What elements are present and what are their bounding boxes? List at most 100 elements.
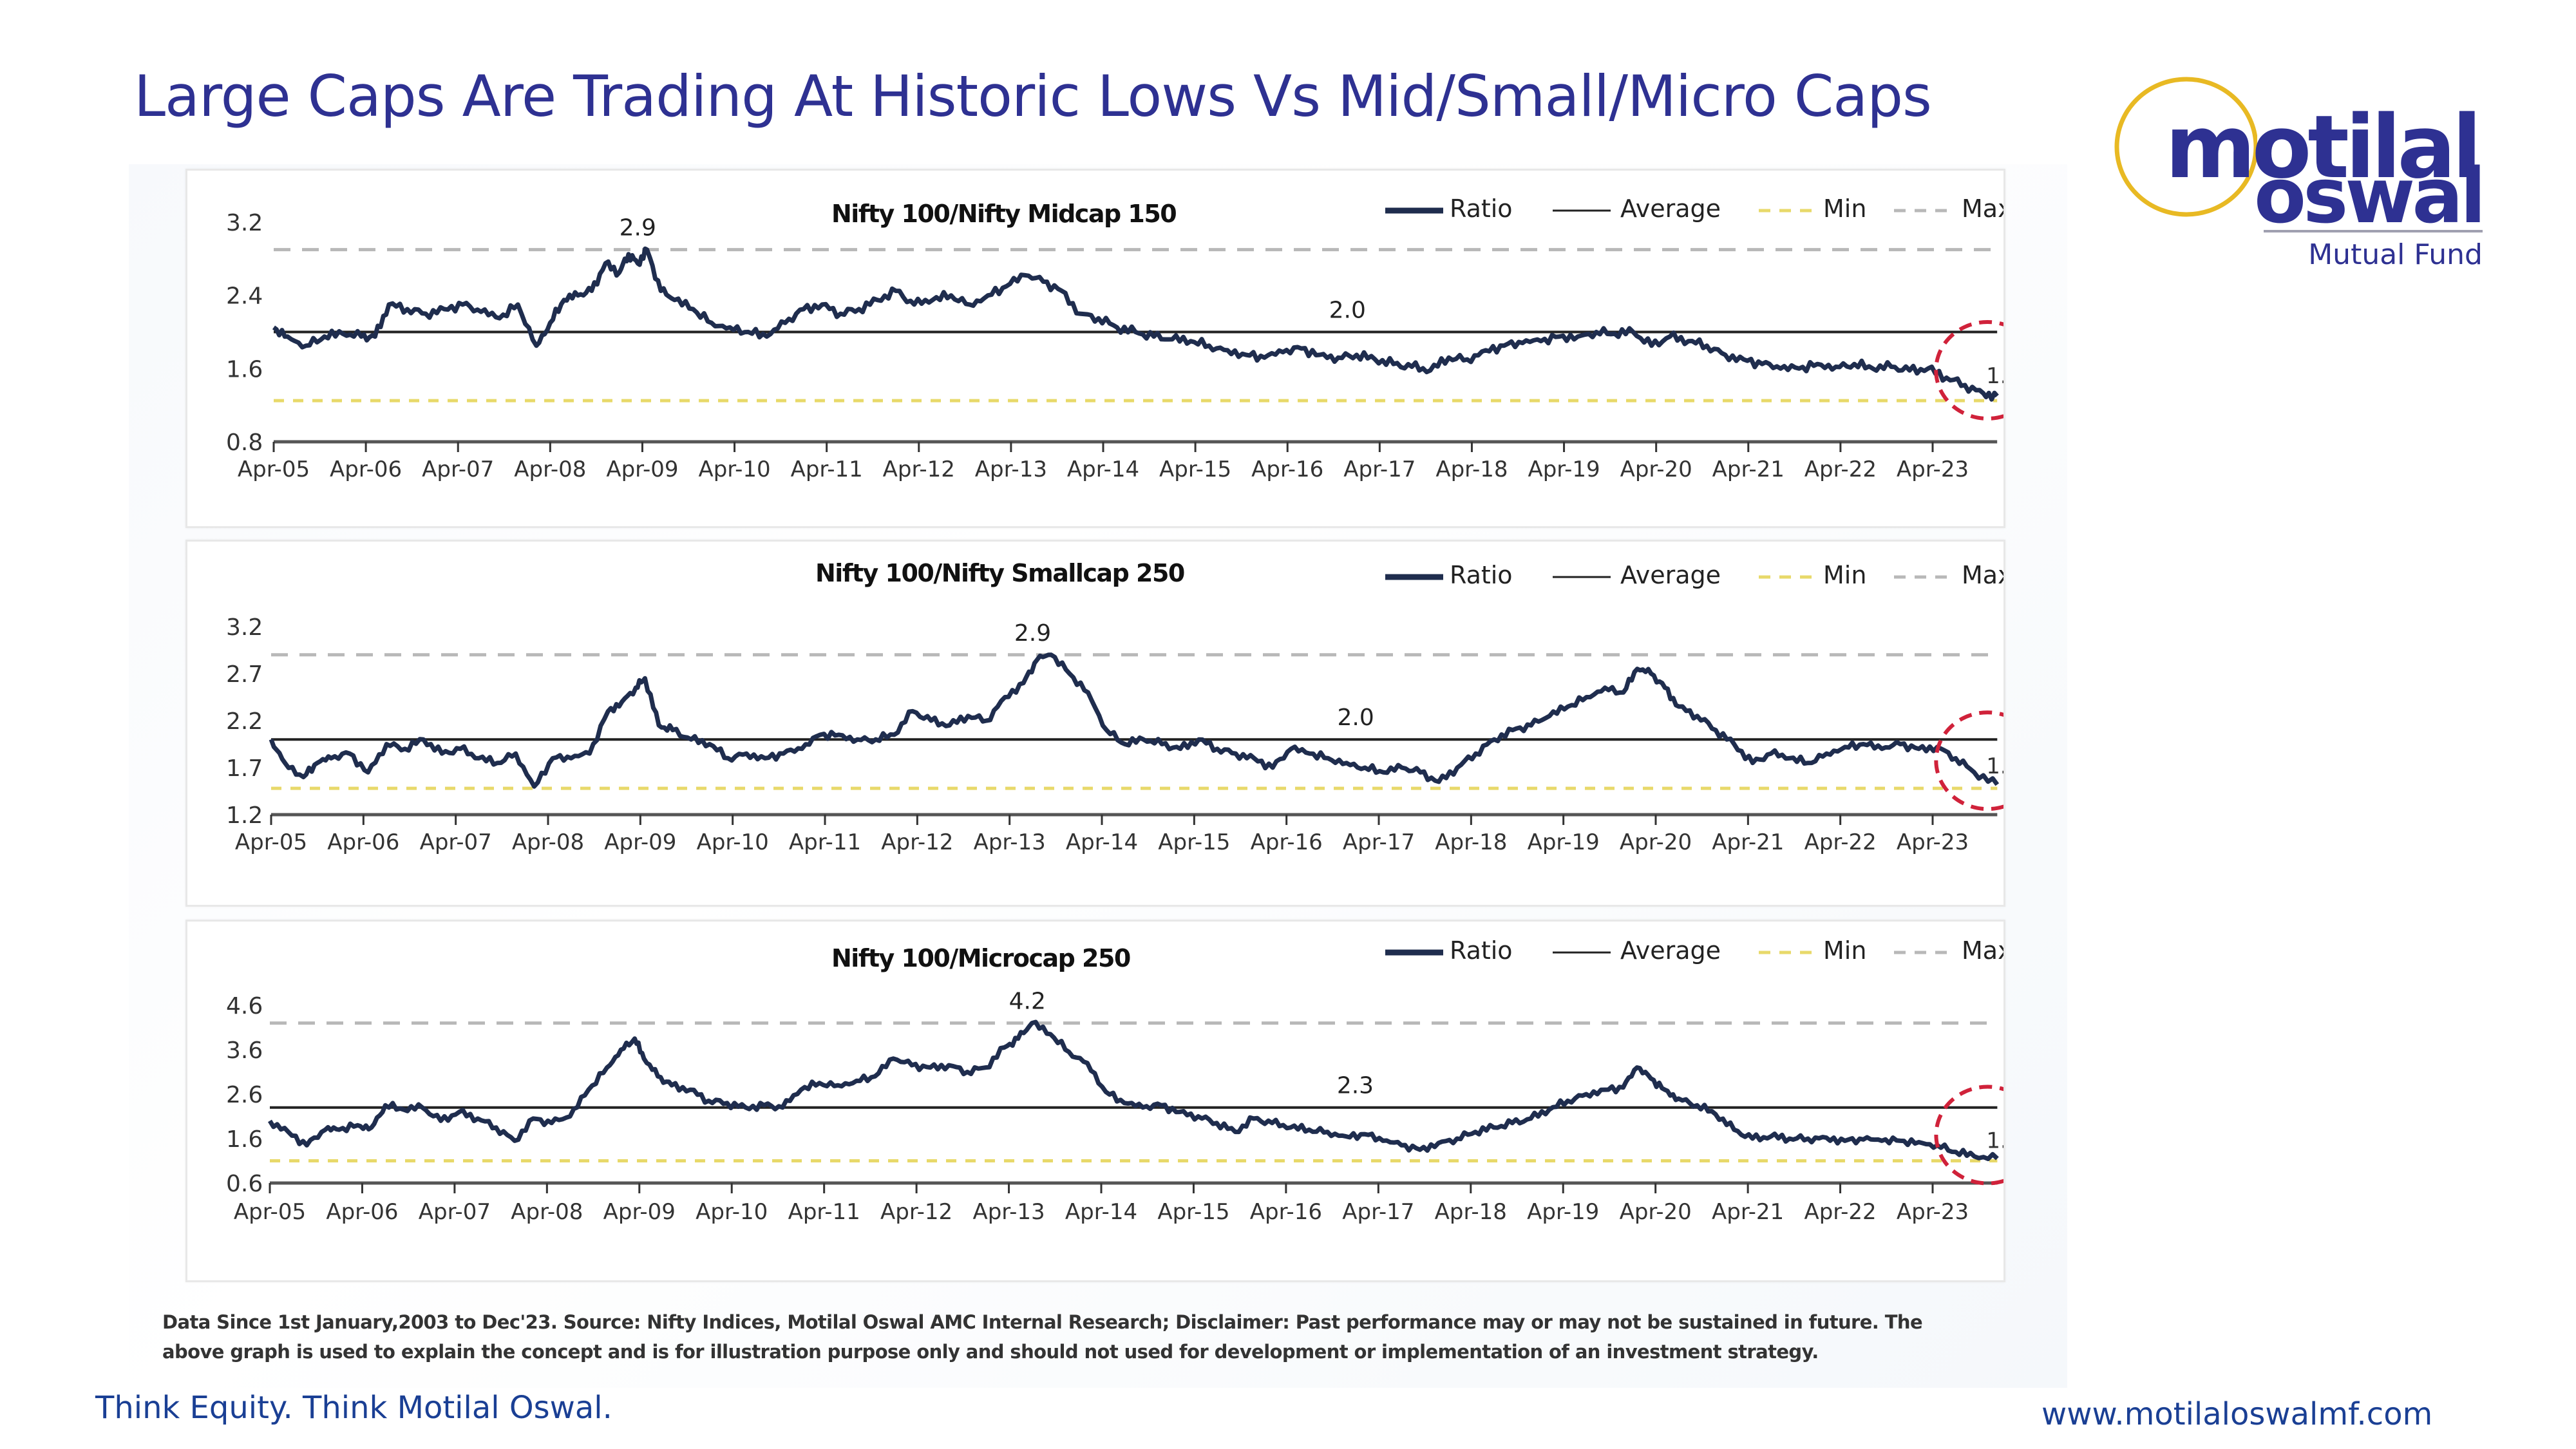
legend-average-label: Average [1620, 561, 1721, 589]
chart-title: Nifty 100/Nifty Midcap 150 [831, 200, 1176, 228]
ratio-series-line [269, 652, 2000, 789]
chart-legend: Ratio Average Min Max [1385, 936, 2003, 965]
x-tick-label: Apr-15 [1157, 1199, 1229, 1225]
x-tick-label: Apr-08 [511, 1199, 583, 1225]
legend-min-label: Min [1823, 561, 1866, 589]
x-tick-label: Apr-05 [238, 457, 310, 482]
x-tick-label: Apr-21 [1712, 829, 1784, 855]
annotation-label: 2.0 [1338, 705, 1374, 731]
footnote-line-2: above graph is used to explain the conce… [162, 1341, 1819, 1363]
x-tick-label: Apr-05 [234, 1199, 306, 1225]
legend-average-label: Average [1620, 194, 1721, 223]
motilal-oswal-logo: motilal oswal Mutual Fund [2114, 77, 2486, 271]
x-tick-label: Apr-20 [1620, 1199, 1692, 1225]
x-tick-label: Apr-12 [881, 829, 953, 855]
legend-max-label: Max [1962, 561, 2003, 589]
x-tick-label: Apr-16 [1251, 829, 1323, 855]
footer-tagline: Think Equity. Think Motilal Oswal. [95, 1390, 612, 1426]
x-tick-label: Apr-19 [1528, 457, 1600, 482]
footnote-line-1: Data Since 1st January,2003 to Dec'23. S… [162, 1311, 1923, 1333]
logo-text-motilal: motilal [2165, 97, 2478, 198]
x-tick-label: Apr-10 [696, 1199, 768, 1225]
highlight-circle [1934, 1084, 2003, 1186]
x-tick-label: Apr-21 [1712, 457, 1785, 482]
chart-panel-smallcap: Nifty 100/Nifty Smallcap 250 Ratio Average… [185, 540, 2005, 907]
chart-title: Nifty 100/Microcap 250 [831, 944, 1130, 972]
highlight-circle [1934, 710, 2003, 811]
x-tick-label: Apr-16 [1250, 1199, 1322, 1225]
x-tick-label: Apr-20 [1620, 829, 1692, 855]
x-tick-label: Apr-14 [1065, 1199, 1137, 1225]
y-tick-label: 1.7 [226, 755, 263, 782]
highlight-circle [1934, 319, 2003, 421]
footer-website-link[interactable]: www.motilaloswalmf.com [2041, 1396, 2433, 1432]
x-tick-label: Apr-10 [697, 829, 769, 855]
x-tick-label: Apr-06 [326, 1199, 398, 1225]
logo-text-mutual-fund: Mutual Fund [2308, 238, 2483, 271]
chart-smallcap: Nifty 100/Nifty Smallcap 250 Ratio Average… [226, 559, 2003, 855]
current-value-label: 1.1 [1986, 1128, 2003, 1154]
current-value-label: 1.3 [1986, 363, 2003, 389]
x-tick-label: Apr-10 [698, 457, 770, 482]
y-tick-label: 3.2 [226, 210, 263, 236]
x-tick-label: Apr-23 [1897, 457, 1969, 482]
x-tick-label: Apr-06 [330, 457, 402, 482]
x-tick-label: Apr-15 [1159, 457, 1231, 482]
x-tick-label: Apr-12 [883, 457, 955, 482]
x-tick-label: Apr-22 [1804, 457, 1877, 482]
annotation-label: 2.0 [1329, 298, 1366, 324]
x-tick-label: Apr-14 [1066, 829, 1138, 855]
x-tick-label: Apr-11 [788, 1199, 860, 1225]
annotation-label: 2.3 [1337, 1073, 1374, 1099]
slide-title: Large Caps Are Trading At Historic Lows … [134, 63, 1932, 129]
legend-max-label: Max [1962, 194, 2003, 223]
x-tick-label: Apr-06 [327, 829, 399, 855]
y-tick-label: 0.6 [226, 1171, 263, 1197]
y-tick-label: 3.6 [226, 1037, 263, 1064]
x-tick-label: Apr-11 [791, 457, 863, 482]
y-tick-label: 2.4 [226, 283, 263, 310]
x-tick-label: Apr-18 [1435, 457, 1508, 482]
chart-panel-microcap: Nifty 100/Microcap 250 Ratio Average Min Max… [185, 920, 2005, 1282]
chart-midcap: Nifty 100/Nifty Midcap 150 Ratio Average Mi… [226, 194, 2003, 482]
x-tick-label: Apr-19 [1528, 829, 1600, 855]
y-tick-label: 2.6 [226, 1082, 263, 1108]
x-tick-label: Apr-08 [512, 829, 584, 855]
y-tick-label: 1.6 [226, 1126, 263, 1153]
x-tick-label: Apr-09 [606, 457, 678, 482]
chart-legend: Ratio Average Min Max [1385, 561, 2003, 589]
annotation-label: 2.9 [1014, 620, 1051, 647]
legend-average-label: Average [1620, 936, 1721, 965]
x-tick-label: Apr-08 [514, 457, 586, 482]
legend-ratio-label: Ratio [1450, 561, 1513, 589]
x-tick-label: Apr-15 [1158, 829, 1230, 855]
legend-min-label: Min [1823, 194, 1866, 223]
y-tick-label: 2.7 [226, 661, 263, 688]
x-tick-label: Apr-23 [1897, 1199, 1969, 1225]
annotation-label: 4.2 [1009, 989, 1046, 1015]
footnote: Data Since 1st January,2003 to Dec'23. S… [162, 1307, 2030, 1367]
x-tick-label: Apr-13 [975, 457, 1047, 482]
x-tick-label: Apr-07 [420, 829, 492, 855]
x-tick-label: Apr-21 [1712, 1199, 1784, 1225]
chart-panel-midcap: Nifty 100/Nifty Midcap 150 Ratio Average Mi… [185, 169, 2005, 528]
chart-legend: Ratio Average Min Max [1385, 194, 2003, 223]
x-tick-label: Apr-19 [1527, 1199, 1599, 1225]
y-tick-label: 1.6 [226, 356, 263, 383]
y-tick-label: 3.2 [226, 614, 263, 641]
chart-microcap: Nifty 100/Microcap 250 Ratio Average Min Max… [226, 936, 2003, 1225]
legend-max-label: Max [1962, 936, 2003, 965]
current-value-label: 1.5 [1986, 753, 2003, 779]
x-tick-label: Apr-09 [603, 1199, 676, 1225]
x-tick-label: Apr-14 [1067, 457, 1139, 482]
x-tick-label: Apr-12 [880, 1199, 952, 1225]
x-tick-label: Apr-09 [604, 829, 676, 855]
x-tick-label: Apr-05 [235, 829, 307, 855]
logo-text-oswal: oswal [2254, 151, 2483, 240]
x-tick-label: Apr-17 [1343, 457, 1416, 482]
legend-min-label: Min [1823, 936, 1866, 965]
x-tick-label: Apr-07 [422, 457, 494, 482]
ratio-series-line [272, 246, 1999, 402]
x-tick-label: Apr-18 [1435, 1199, 1507, 1225]
x-tick-label: Apr-23 [1897, 829, 1969, 855]
